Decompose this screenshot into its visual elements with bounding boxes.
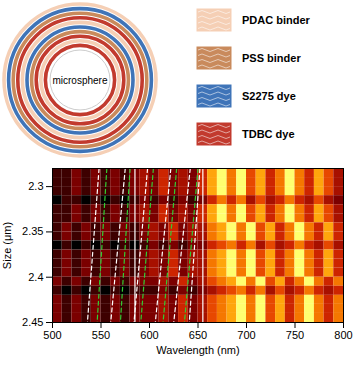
- svg-text:750: 750: [286, 329, 304, 341]
- svg-text:500: 500: [43, 329, 61, 341]
- svg-text:2.3: 2.3: [28, 180, 43, 192]
- svg-text:800: 800: [334, 329, 352, 341]
- svg-text:2.4: 2.4: [28, 271, 43, 283]
- svg-text:microsphere: microsphere: [52, 75, 107, 86]
- svg-text:PDAC binder: PDAC binder: [242, 14, 311, 26]
- svg-text:600: 600: [140, 329, 158, 341]
- svg-text:2.45: 2.45: [22, 316, 43, 328]
- svg-text:700: 700: [237, 329, 255, 341]
- svg-text:2.35: 2.35: [22, 225, 43, 237]
- svg-text:550: 550: [92, 329, 110, 341]
- svg-text:PSS binder: PSS binder: [242, 52, 301, 64]
- svg-text:Wavelength (nm): Wavelength (nm): [156, 344, 239, 356]
- svg-text:TDBC dye: TDBC dye: [242, 128, 295, 140]
- svg-text:Size (μm): Size (μm): [1, 222, 13, 269]
- svg-text:S2275 dye: S2275 dye: [242, 90, 296, 102]
- svg-text:650: 650: [189, 329, 207, 341]
